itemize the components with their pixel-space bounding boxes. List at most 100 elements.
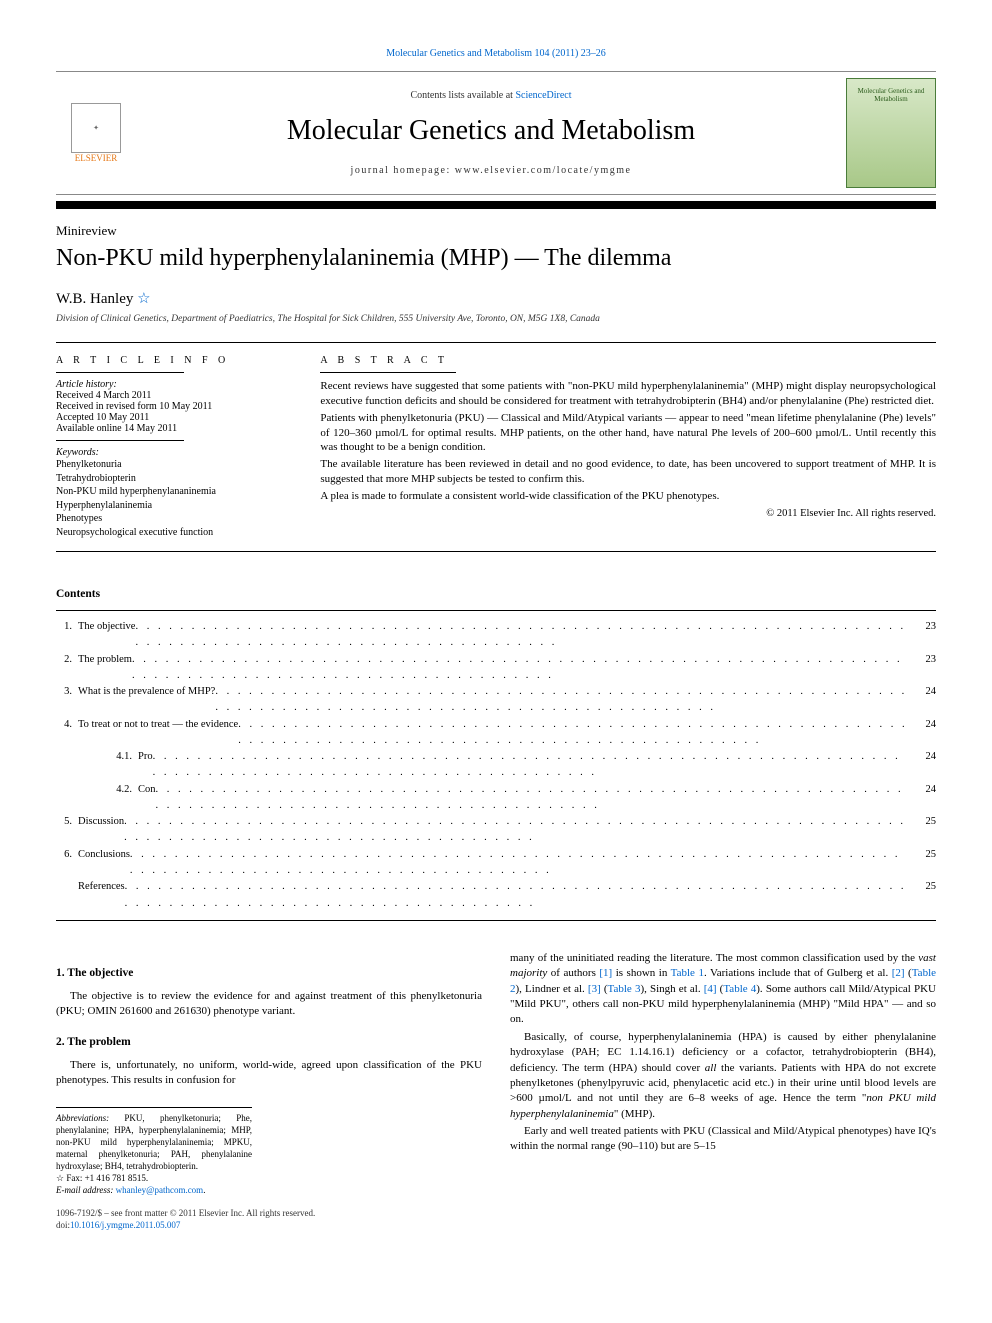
ref-link-4[interactable]: [4] <box>704 983 717 995</box>
toc-label: What is the prevalence of MHP? <box>78 684 215 717</box>
table-link-1[interactable]: Table 1 <box>671 967 704 979</box>
text: ), Lindner et al. <box>516 983 588 995</box>
toc-dots <box>215 684 908 717</box>
col2-p1: many of the uninitiated reading the lite… <box>510 951 936 1028</box>
ref-link-1[interactable]: [1] <box>599 967 612 979</box>
ref-link-3[interactable]: [3] <box>588 983 601 995</box>
toc-dots <box>125 879 908 912</box>
abstract-p2: Patients with phenylketonuria (PKU) — Cl… <box>320 411 936 456</box>
body-two-column: 1. The objective The objective is to rev… <box>56 951 936 1232</box>
col2-p3: Early and well treated patients with PKU… <box>510 1124 936 1155</box>
toc-row[interactable]: 1. The objective 23 <box>56 619 936 652</box>
section-2-title: 2. The problem <box>56 1034 482 1050</box>
section-1-title: 1. The objective <box>56 965 482 981</box>
section-2-p1: There is, unfortunately, no uniform, wor… <box>56 1058 482 1089</box>
toc-dots <box>238 717 908 750</box>
toc-label: Pro <box>138 749 153 782</box>
toc-dots <box>135 619 908 652</box>
toc-label: The problem <box>78 652 132 685</box>
toc-row[interactable]: 2. The problem 23 <box>56 652 936 685</box>
sciencedirect-link[interactable]: ScienceDirect <box>515 90 571 101</box>
ref-link-2[interactable]: [2] <box>892 967 905 979</box>
table-link-4[interactable]: Table 4 <box>723 983 756 995</box>
toc-dots <box>124 814 908 847</box>
email-label: E-mail address: <box>56 1185 113 1195</box>
toc-page: 24 <box>908 749 936 782</box>
toc-num: 4.2. <box>82 782 138 815</box>
history-accepted: Accepted 10 May 2011 <box>56 412 288 423</box>
contents-section: Contents 1. The objective 23 2. The prob… <box>56 588 936 921</box>
info-abstract-block: A R T I C L E I N F O Article history: R… <box>56 342 936 552</box>
running-head-link[interactable]: Molecular Genetics and Metabolism 104 (2… <box>386 48 606 59</box>
abstract-copyright: © 2011 Elsevier Inc. All rights reserved… <box>320 508 936 519</box>
header-divider-bar <box>56 201 936 209</box>
text: " (MHP). <box>614 1108 655 1120</box>
keyword: Neuropsychological executive function <box>56 526 288 540</box>
toc-row[interactable]: References 25 <box>56 879 936 912</box>
text-ital: all <box>705 1062 717 1074</box>
toc-row[interactable]: 4.1. Pro 24 <box>56 749 936 782</box>
doi-link[interactable]: 10.1016/j.ymgme.2011.05.007 <box>70 1220 180 1230</box>
abstract-heading: A B S T R A C T <box>320 355 936 366</box>
toc-row[interactable]: 4.2. Con 24 <box>56 782 936 815</box>
toc-num: 3. <box>56 684 78 717</box>
toc-label: The objective <box>78 619 135 652</box>
email-link[interactable]: whanley@pathcom.com <box>116 1185 204 1195</box>
toc-row[interactable]: 4. To treat or not to treat — the eviden… <box>56 717 936 750</box>
toc-page: 24 <box>908 684 936 717</box>
text: is shown in <box>612 967 670 979</box>
author-name: W.B. Hanley <box>56 291 133 307</box>
toc-row[interactable]: 6. Conclusions 25 <box>56 847 936 880</box>
abstract-divider <box>320 372 455 373</box>
author-line: W.B. Hanley ☆ <box>56 289 936 308</box>
toc-page: 23 <box>908 619 936 652</box>
table-link-3[interactable]: Table 3 <box>608 983 641 995</box>
contents-available-line: Contents lists available at ScienceDirec… <box>136 90 846 101</box>
toc-num: 5. <box>56 814 78 847</box>
toc-num: 4. <box>56 717 78 750</box>
affiliation: Division of Clinical Genetics, Departmen… <box>56 314 936 324</box>
star-icon: ☆ <box>56 1173 64 1183</box>
email-line: E-mail address: whanley@pathcom.com. <box>56 1184 252 1196</box>
text: ( <box>601 983 608 995</box>
keyword: Hyperphenylalaninemia <box>56 499 288 513</box>
info-divider-2 <box>56 440 184 441</box>
running-head: Molecular Genetics and Metabolism 104 (2… <box>56 48 936 59</box>
toc-label: References <box>78 879 125 912</box>
article-type: Minireview <box>56 223 936 239</box>
keywords-list: Phenylketonuria Tetrahydrobiopterin Non-… <box>56 458 288 539</box>
toc-row[interactable]: 5. Discussion 25 <box>56 814 936 847</box>
keyword: Phenotypes <box>56 512 288 526</box>
abstract-text: Recent reviews have suggested that some … <box>320 379 936 504</box>
toc-num <box>56 879 78 912</box>
abstract-p1: Recent reviews have suggested that some … <box>320 379 936 409</box>
article-info-heading: A R T I C L E I N F O <box>56 355 288 366</box>
doi-label: doi: <box>56 1220 70 1230</box>
doi-line: doi:10.1016/j.ymgme.2011.05.007 <box>56 1219 482 1232</box>
journal-header: ✦ ELSEVIER Contents lists available at S… <box>56 71 936 195</box>
article-info-column: A R T I C L E I N F O Article history: R… <box>56 343 302 551</box>
history-received: Received 4 March 2011 <box>56 390 288 401</box>
table-of-contents: 1. The objective 23 2. The problem 23 3.… <box>56 610 936 921</box>
text: . Variations include that of Gulberg et … <box>704 967 892 979</box>
toc-row[interactable]: 3. What is the prevalence of MHP? 24 <box>56 684 936 717</box>
toc-num: 6. <box>56 847 78 880</box>
history-online: Available online 14 May 2011 <box>56 423 288 434</box>
toc-label: Discussion <box>78 814 124 847</box>
toc-page: 24 <box>908 717 936 750</box>
text: ), Singh et al. <box>640 983 703 995</box>
journal-homepage: journal homepage: www.elsevier.com/locat… <box>136 165 846 176</box>
keyword: Phenylketonuria <box>56 458 288 472</box>
corresponding-author-icon[interactable]: ☆ <box>137 291 150 307</box>
toc-page: 25 <box>908 847 936 880</box>
header-center: Contents lists available at ScienceDirec… <box>136 90 846 176</box>
page-root: Molecular Genetics and Metabolism 104 (2… <box>0 0 992 1272</box>
toc-label: Conclusions <box>78 847 130 880</box>
article-title: Non-PKU mild hyperphenylalaninemia (MHP)… <box>56 243 936 273</box>
abstract-column: A B S T R A C T Recent reviews have sugg… <box>302 343 936 551</box>
issn-copyright: 1096-7192/$ – see front matter © 2011 El… <box>56 1207 482 1220</box>
abstract-p4: A plea is made to formulate a consistent… <box>320 489 936 504</box>
fax-text: Fax: +1 416 781 8515. <box>66 1173 148 1183</box>
col2-p2: Basically, of course, hyperphenylalanine… <box>510 1030 936 1122</box>
section-1-p1: The objective is to review the evidence … <box>56 989 482 1020</box>
